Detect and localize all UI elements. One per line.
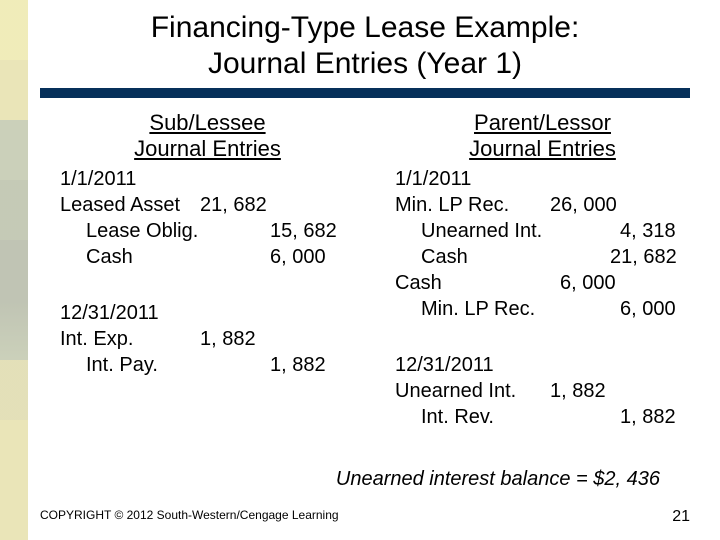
left-b2-date: 12/31/2011 [60,302,159,324]
copyright: COPYRIGHT © 2012 South-Western/Cengage L… [40,508,339,526]
right-b2-l1-acct: Unearned Int. [395,380,516,402]
left-b1-l3-amt: 6, 000 [270,244,326,270]
page-number: 21 [672,508,690,526]
right-b1-l2-acct: Unearned Int. [395,220,542,242]
right-block-2: 12/31/2011 Unearned Int. 1, 882 Int. Rev… [395,352,690,430]
left-heading-l2: Journal Entries [134,136,281,161]
left-b1-l3-acct: Cash [60,246,133,268]
right-b1-l4-acct: Cash [395,272,442,294]
title-rule [40,88,690,98]
left-b2-l2-amt: 1, 882 [270,352,326,378]
left-b2-l2-acct: Int. Pay. [60,354,158,376]
right-b1-l5-amt: 6, 000 [620,296,676,322]
left-b1-l1-amt: 21, 682 [200,192,267,218]
right-b2-date: 12/31/2011 [395,354,494,376]
left-heading-l1: Sub/Lessee [149,110,265,135]
right-b1-l3-acct: Cash [395,246,468,268]
left-b2-l1-amt: 1, 882 [200,326,256,352]
right-b1-l2-amt: 4, 318 [620,218,676,244]
left-b1-date: 1/1/2011 [60,168,136,190]
title-line-1: Financing-Type Lease Example: [151,11,580,44]
content-columns: Sub/Lessee Journal Entries 1/1/2011 Leas… [0,98,720,460]
left-b1-l1-acct: Leased Asset [60,194,180,216]
right-b1-l4-amt: 6, 000 [560,270,616,296]
right-b2-l2-amt: 1, 882 [620,404,676,430]
left-b2-l1-acct: Int. Exp. [60,328,133,350]
left-block-2: 12/31/2011 Int. Exp. 1, 882 Int. Pay. 1,… [60,300,355,378]
left-block-1: 1/1/2011 Leased Asset 21, 682 Lease Obli… [60,166,355,270]
title-line-2: Journal Entries (Year 1) [208,47,522,80]
side-accent [0,0,28,540]
right-column: Parent/Lessor Journal Entries 1/1/2011 M… [395,110,690,460]
right-heading-l1: Parent/Lessor [474,110,611,135]
footnote: Unearned interest balance = $2, 436 [0,468,720,491]
slide-header: Financing-Type Lease Example: Journal En… [0,0,720,82]
left-b1-l2-acct: Lease Oblig. [60,220,198,242]
right-b1-l3-amt: 21, 682 [610,244,677,270]
left-heading: Sub/Lessee Journal Entries [60,110,355,162]
right-heading: Parent/Lessor Journal Entries [395,110,690,162]
left-b1-l2-amt: 15, 682 [270,218,337,244]
right-b2-l1-amt: 1, 882 [550,378,606,404]
right-b1-l1-amt: 26, 000 [550,192,617,218]
slide-title: Financing-Type Lease Example: Journal En… [40,10,690,82]
right-b1-l5-acct: Min. LP Rec. [395,298,535,320]
footer: COPYRIGHT © 2012 South-Western/Cengage L… [40,508,690,526]
right-block-1: 1/1/2011 Min. LP Rec. 26, 000 Unearned I… [395,166,690,322]
right-b1-l1-acct: Min. LP Rec. [395,194,509,216]
right-b1-date: 1/1/2011 [395,168,471,190]
right-heading-l2: Journal Entries [469,136,616,161]
left-column: Sub/Lessee Journal Entries 1/1/2011 Leas… [60,110,355,460]
right-b2-l2-acct: Int. Rev. [395,406,494,428]
